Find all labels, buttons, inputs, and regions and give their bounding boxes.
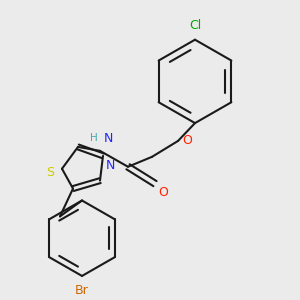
Text: O: O: [158, 186, 168, 199]
Text: N: N: [104, 132, 113, 145]
Text: S: S: [46, 166, 54, 179]
Text: N: N: [106, 159, 116, 172]
Text: Cl: Cl: [189, 19, 201, 32]
Text: O: O: [182, 134, 192, 147]
Text: H: H: [90, 133, 98, 143]
Text: Br: Br: [75, 284, 89, 297]
